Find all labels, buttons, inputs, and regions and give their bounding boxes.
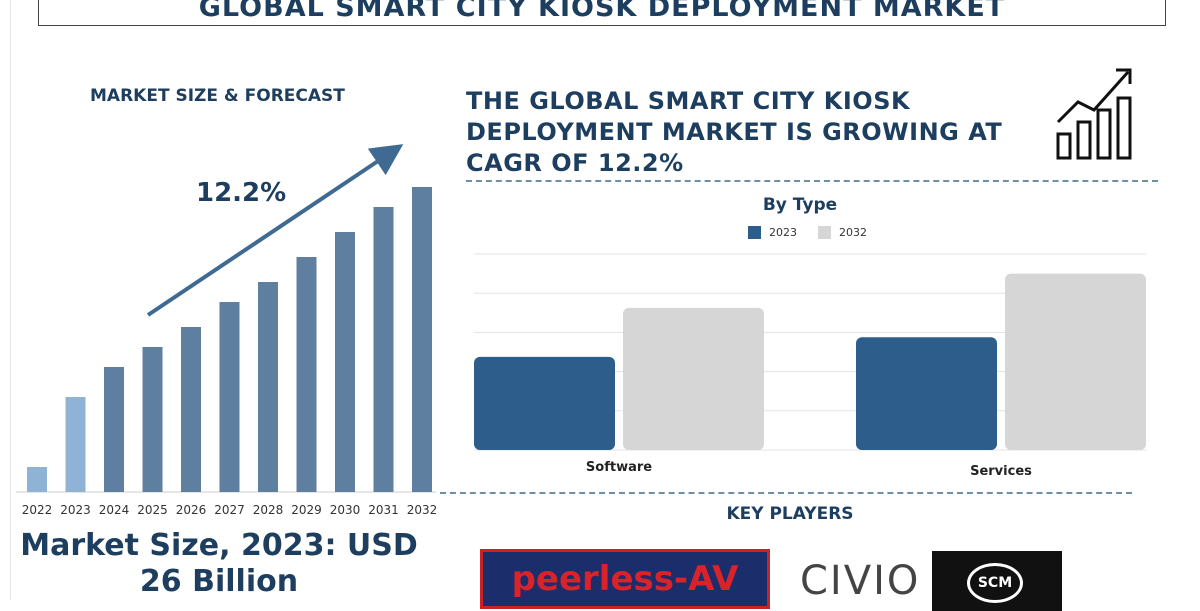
divider-bottom (440, 492, 1132, 494)
peerless-av-logo: peerless-AV (480, 549, 770, 609)
forecast-bar-2022 (27, 467, 47, 492)
x-tick-2030: 2030 (330, 503, 361, 517)
forecast-bar-2025 (142, 347, 163, 492)
x-tick-2022: 2022 (22, 503, 53, 517)
bar-software-2023 (474, 356, 615, 450)
legend-swatch-2032 (818, 226, 831, 239)
forecast-bar-2030 (335, 232, 355, 492)
category-label-software: Software (586, 460, 652, 475)
x-tick-2031: 2031 (368, 503, 399, 517)
left-border-line (10, 0, 11, 600)
forecast-bar-2024 (104, 367, 124, 492)
forecast-bar-2027 (219, 302, 240, 492)
title-banner: GLOBAL SMART CITY KIOSK DEPLOYMENT MARKE… (38, 0, 1166, 26)
headline-text: THE GLOBAL SMART CITY KIOSK DEPLOYMENT M… (466, 87, 1003, 177)
forecast-bar-2026 (181, 327, 201, 492)
civio-logo: CIVIO (800, 558, 921, 604)
cagr-label: 12.2% (196, 178, 287, 208)
forecast-bar-2023 (65, 397, 86, 492)
cagr-arrow (146, 144, 404, 317)
divider-top (466, 180, 1158, 182)
category-label-services: Services (970, 464, 1032, 479)
page-title: GLOBAL SMART CITY KIOSK DEPLOYMENT MARKE… (198, 0, 1006, 23)
x-tick-2028: 2028 (253, 503, 284, 517)
bar-services-2032 (1005, 273, 1146, 450)
x-tick-2023: 2023 (60, 503, 91, 517)
legend-item-2032: 2032 (818, 226, 867, 239)
scm-logo: SCM (932, 551, 1062, 611)
forecast-bar-2029 (296, 257, 317, 492)
forecast-bar-2031 (373, 207, 394, 492)
scm-logo-text: SCM (967, 563, 1023, 603)
forecast-bar-2032 (412, 187, 432, 492)
legend-swatch-2023 (748, 226, 761, 239)
market-size-heading: MARKET SIZE & FORECAST (90, 86, 345, 106)
growth-chart-icon (1056, 68, 1132, 160)
x-tick-2025: 2025 (137, 503, 168, 517)
legend-label-2023: 2023 (769, 226, 797, 239)
by-type-chart-title: By Type (762, 195, 838, 215)
market-size-text: Market Size, 2023: USD 26 Billion (20, 528, 418, 599)
key-players-heading: KEY PLAYERS (726, 504, 854, 524)
x-tick-2024: 2024 (99, 503, 130, 517)
x-tick-2029: 2029 (291, 503, 322, 517)
bar-software-2032 (623, 307, 764, 450)
legend-item-2023: 2023 (748, 226, 797, 239)
forecast-bar-2028 (258, 282, 278, 492)
x-tick-2027: 2027 (214, 503, 245, 517)
x-tick-2032: 2032 (407, 503, 438, 517)
legend-label-2032: 2032 (839, 226, 867, 239)
market-forecast-chart: 2022 2023 2024 2025 2026 2027 2028 2029 2030 2031… (16, 144, 438, 517)
by-type-chart: Software Services (474, 253, 1146, 479)
bar-services-2023 (856, 337, 997, 450)
x-tick-2026: 2026 (176, 503, 207, 517)
